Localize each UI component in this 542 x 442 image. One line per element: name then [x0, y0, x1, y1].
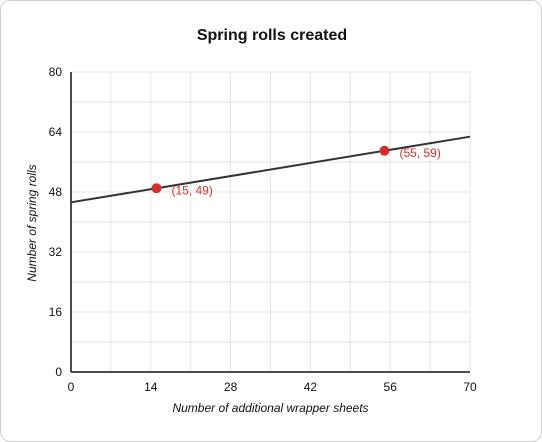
grid	[70, 71, 471, 373]
x-tick-label: 0	[68, 380, 75, 394]
y-tick-label: 48	[49, 185, 63, 199]
y-tick-label: 32	[49, 245, 63, 259]
tick-labels: 0 14 28 42 56 70 0 16 32 48 64 80	[49, 65, 477, 394]
y-tick-label: 80	[49, 65, 63, 79]
x-tick-label: 70	[463, 380, 477, 394]
y-axis-label: Number of spring rolls	[25, 164, 39, 281]
series: (15, 49) (55, 59)	[70, 135, 471, 204]
y-tick-label: 16	[49, 305, 63, 319]
x-tick-label: 42	[304, 380, 318, 394]
data-point-label: (15, 49)	[172, 183, 213, 197]
data-point	[379, 145, 390, 156]
y-tick-label: 64	[49, 125, 63, 139]
chart-title: Spring rolls created	[196, 27, 348, 44]
x-tick-label: 14	[144, 380, 158, 394]
y-tick-label: 0	[55, 365, 62, 379]
data-point	[151, 183, 162, 194]
x-tick-label: 56	[384, 380, 398, 394]
x-tick-label: 28	[224, 380, 238, 394]
axes	[70, 72, 470, 373]
data-point-label: (55, 59)	[400, 146, 441, 160]
trend-line	[70, 135, 471, 204]
x-axis-label: Number of additional wrapper sheets	[172, 401, 368, 415]
